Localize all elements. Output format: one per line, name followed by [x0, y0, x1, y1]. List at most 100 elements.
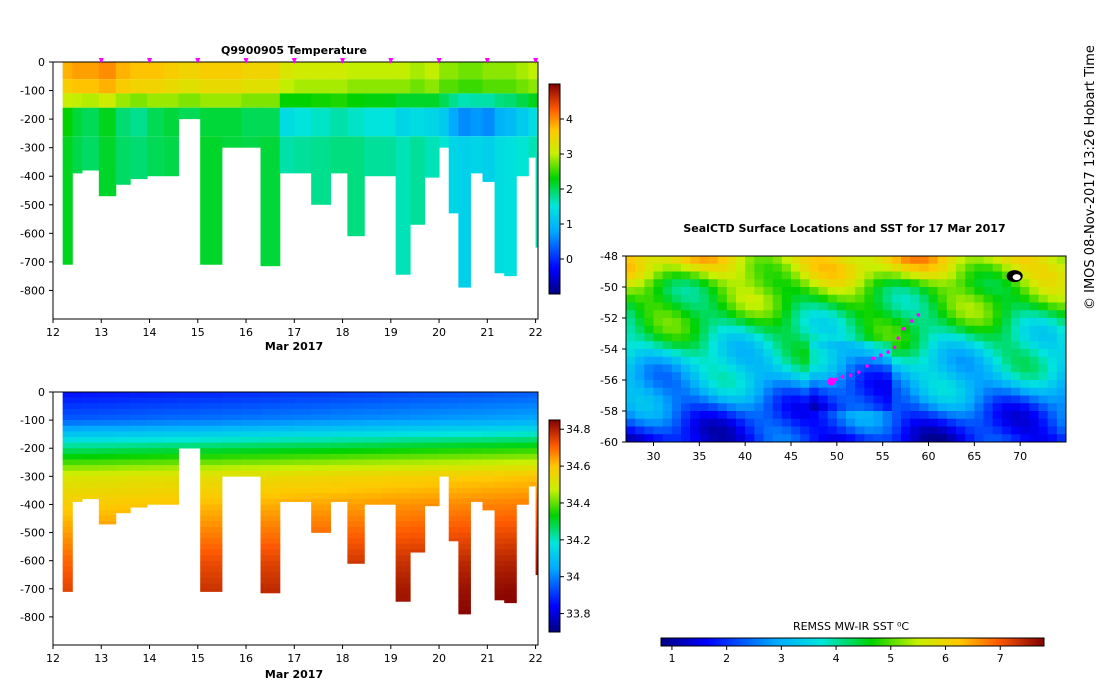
sst-cell	[809, 287, 820, 296]
sst-cell	[983, 302, 994, 311]
salinity-cell	[98, 521, 117, 525]
salinity-cell	[178, 431, 201, 438]
salinity-cell	[424, 420, 440, 427]
salinity-cell	[294, 498, 312, 502]
sst-cell	[754, 380, 765, 389]
salinity-cell	[516, 476, 529, 483]
sst-cell	[717, 302, 728, 311]
salinity-cell	[72, 414, 83, 421]
sst-colorbar-tick-label: 2	[723, 652, 730, 665]
sst-cell	[717, 418, 728, 428]
sst-cell	[891, 426, 902, 435]
salinity-cell	[458, 470, 471, 477]
temperature-cell	[98, 79, 117, 94]
sst-cell	[1029, 411, 1040, 420]
sst-cell	[1056, 395, 1066, 404]
salinity-cell	[494, 493, 505, 500]
sst-cell	[671, 349, 682, 358]
temperature-cell	[458, 107, 471, 137]
salinity-cell	[311, 448, 331, 455]
sst-cell	[800, 279, 810, 288]
temperature-colorbar	[548, 83, 561, 295]
salinity-cell	[504, 555, 517, 561]
sst-cell	[864, 263, 875, 273]
sst-cell	[699, 294, 710, 304]
sst-cell	[965, 302, 975, 311]
salinity-cell	[528, 392, 537, 398]
salinity-cell	[494, 487, 505, 494]
sst-cell	[745, 310, 755, 319]
salinity-cell	[395, 448, 411, 455]
sst-cell	[635, 364, 645, 373]
salinity-cell	[279, 493, 295, 500]
salinity-cell	[200, 408, 223, 415]
sst-cell	[736, 271, 746, 280]
sst-cell	[827, 418, 838, 428]
temperature-cell	[260, 136, 281, 267]
sst-cell	[626, 279, 636, 288]
salinity-cell	[260, 465, 281, 472]
sst-map-xtick-label: 65	[967, 450, 981, 463]
salinity-cell	[470, 465, 484, 472]
track-point	[916, 313, 921, 317]
temperature-profile-marker	[388, 58, 394, 64]
sst-cell	[928, 387, 939, 397]
sst-cell	[1047, 395, 1058, 404]
sst-cell	[653, 411, 664, 420]
sst-cell	[662, 325, 673, 335]
salinity-cell	[62, 420, 73, 427]
sst-cell	[873, 356, 884, 366]
sst-cell	[662, 333, 673, 342]
sst-cell	[644, 411, 655, 420]
salinity-cell	[347, 397, 365, 404]
sst-cell	[1056, 426, 1066, 435]
temperature-xtick-label: 13	[94, 326, 108, 339]
salinity-cell	[381, 470, 397, 477]
sst-cell	[983, 411, 994, 420]
salinity-cell	[528, 425, 537, 432]
sst-cell	[681, 279, 691, 288]
salinity-cell	[516, 392, 529, 398]
sst-cell	[1047, 349, 1058, 358]
sst-cell	[891, 349, 902, 358]
salinity-cell	[115, 448, 131, 455]
salinity-cell	[294, 442, 312, 449]
sst-cell	[653, 302, 664, 311]
salinity-cell	[424, 476, 440, 483]
sst-cell	[626, 341, 636, 350]
sst-cell	[745, 418, 755, 428]
sst-cell	[671, 256, 682, 265]
sst-cell	[937, 341, 948, 350]
salinity-cell	[200, 493, 223, 500]
salinity-cell	[294, 476, 312, 483]
salinity-cell	[535, 549, 538, 556]
salinity-cell	[535, 538, 538, 545]
sst-cell	[1047, 372, 1058, 381]
salinity-cell	[364, 465, 382, 472]
sst-cell	[717, 256, 728, 265]
sst-colorbar	[660, 637, 1045, 647]
salinity-cell	[410, 403, 426, 410]
sst-cell	[818, 279, 829, 288]
salinity-cell	[200, 465, 223, 472]
sst-cell	[1047, 380, 1058, 389]
salinity-cell	[98, 403, 117, 410]
temperature-cell	[178, 107, 201, 120]
salinity-cell	[364, 431, 382, 438]
sst-cell	[910, 279, 920, 288]
sst-cell	[901, 395, 911, 404]
sst-cell	[928, 256, 939, 265]
sst-cell	[809, 256, 820, 265]
sst-cell	[1029, 287, 1040, 296]
salinity-cell	[221, 420, 242, 427]
sst-cell	[809, 372, 820, 381]
sst-cell	[992, 341, 1003, 350]
salinity-cell	[528, 431, 537, 438]
salinity-cell	[516, 397, 529, 404]
salinity-cell	[115, 442, 131, 449]
salinity-cell	[221, 392, 242, 398]
track-point	[871, 356, 876, 361]
temperature-colorbar-tick-label: 4	[566, 113, 573, 126]
sst-cell	[855, 310, 865, 319]
sst-cell	[901, 325, 911, 335]
